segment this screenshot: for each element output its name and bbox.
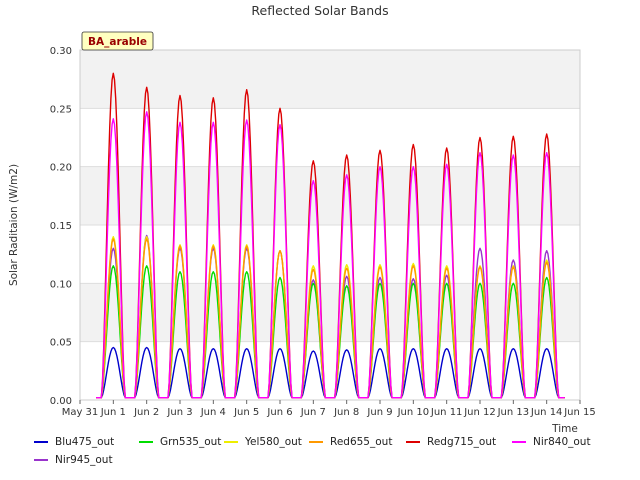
x-tick-label: Jun 4 bbox=[200, 407, 226, 418]
legend-item: Redg715_out bbox=[406, 436, 496, 448]
y-axis-ticks: 0.00 0.05 0.10 0.15 0.20 0.25 0.30 bbox=[50, 46, 72, 407]
series-layer bbox=[96, 72, 565, 399]
legend-item: Red655_out bbox=[309, 436, 392, 448]
legend-label: Grn535_out bbox=[160, 436, 222, 448]
x-tick-label: Jun 9 bbox=[366, 407, 392, 418]
series-line-Blu475_out bbox=[96, 346, 565, 399]
legend-label: Red655_out bbox=[330, 436, 393, 448]
x-tick-label: Jun 7 bbox=[300, 407, 326, 418]
plot-area bbox=[79, 49, 581, 401]
legend-swatch bbox=[139, 441, 153, 443]
legend-label: Redg715_out bbox=[427, 436, 497, 448]
annotation-label: BA_arable bbox=[88, 36, 147, 48]
grid-band bbox=[80, 166, 580, 225]
y-tick-label: 0.20 bbox=[50, 163, 72, 174]
annotation-box: BA_arable bbox=[81, 31, 154, 51]
x-tick-label: Jun 13 bbox=[497, 407, 530, 418]
x-tick-label: Jun 3 bbox=[166, 407, 192, 418]
grid-band bbox=[80, 50, 580, 109]
x-tick-label: Jun 6 bbox=[266, 407, 292, 418]
legend-label: Nir840_out bbox=[533, 436, 591, 448]
chart-title: Reflected Solar Bands bbox=[251, 3, 388, 18]
x-tick-label: Jun 11 bbox=[430, 407, 463, 418]
legend-label: Yel580_out bbox=[245, 436, 302, 448]
x-tick-label: Jun 1 bbox=[100, 407, 126, 418]
y-tick-label: 0.05 bbox=[50, 338, 72, 349]
legend-item: Blu475_out bbox=[34, 436, 114, 448]
x-axis-label: Time bbox=[551, 423, 578, 435]
x-tick-label: Jun 2 bbox=[133, 407, 159, 418]
y-tick-label: 0.25 bbox=[50, 104, 72, 115]
legend-swatch bbox=[34, 459, 48, 461]
x-tick-label: Jun 10 bbox=[397, 407, 430, 418]
x-tick-label: Jun 15 bbox=[563, 407, 596, 418]
legend-item: Grn535_out bbox=[139, 436, 221, 448]
y-tick-label: 0.15 bbox=[50, 221, 72, 232]
legend-swatch bbox=[512, 441, 526, 443]
x-tick-label: Jun 8 bbox=[333, 407, 359, 418]
series-line-Nir840_out bbox=[96, 111, 565, 399]
legend-swatch bbox=[224, 441, 238, 443]
legend-swatch bbox=[309, 441, 323, 443]
grid-band bbox=[80, 283, 580, 342]
legend-item: Nir945_out bbox=[34, 454, 113, 466]
x-tick-label: May 31 bbox=[62, 407, 99, 418]
x-tick-label: Jun 5 bbox=[233, 407, 259, 418]
legend-label: Blu475_out bbox=[55, 436, 115, 448]
y-axis-label: Solar Raditaion (W/m2) bbox=[8, 164, 20, 286]
legend-item: Nir840_out bbox=[512, 436, 591, 448]
legend-swatch bbox=[34, 441, 48, 443]
series-line-Redg715_out bbox=[96, 72, 565, 399]
x-tick-label: Jun 12 bbox=[463, 407, 496, 418]
y-tick-label: 0.10 bbox=[50, 279, 72, 290]
y-tick-label: 0.30 bbox=[50, 46, 72, 57]
legend-swatch bbox=[406, 441, 420, 443]
x-axis-ticks: May 31 Jun 1 Jun 2 Jun 3 Jun 4 Jun 5 Jun 6 Jun … bbox=[62, 400, 596, 418]
grid-bands bbox=[80, 50, 580, 342]
x-tick-label: Jun 14 bbox=[530, 407, 563, 418]
legend-item: Yel580_out bbox=[224, 436, 302, 448]
legend-label: Nir945_out bbox=[55, 454, 113, 466]
y-tick-label: 0.00 bbox=[50, 396, 72, 407]
